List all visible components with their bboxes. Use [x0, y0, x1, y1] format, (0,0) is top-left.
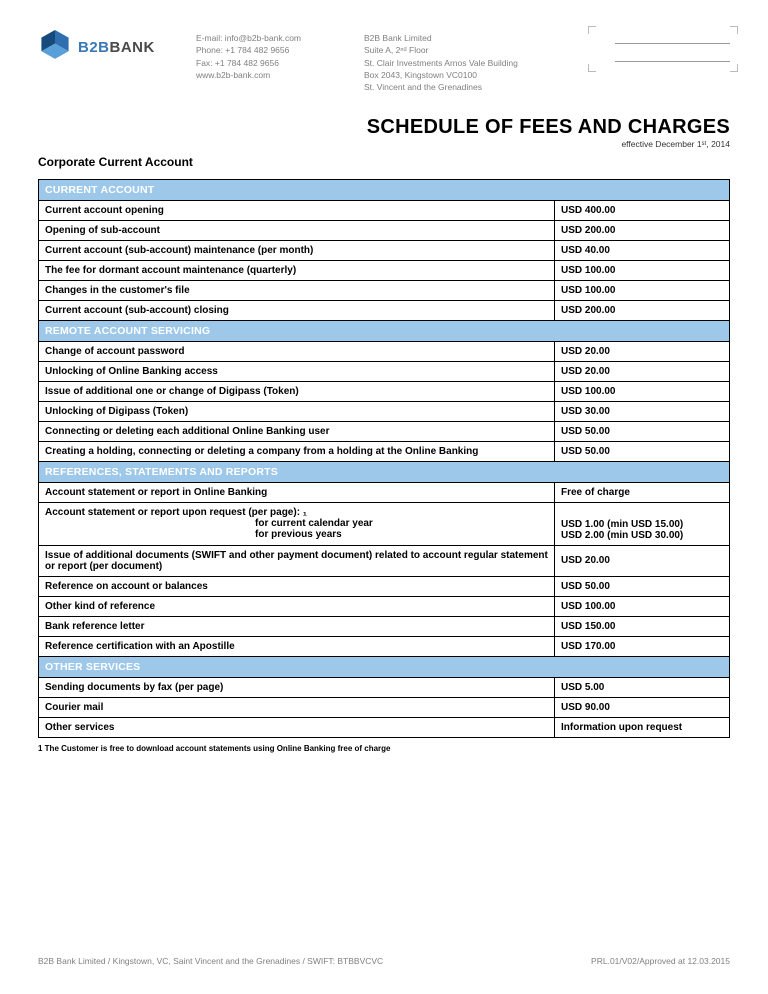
- fee-value: USD 200.00: [555, 300, 730, 320]
- fee-row: Connecting or deleting each additional O…: [39, 421, 730, 441]
- fee-value: USD 170.00: [555, 636, 730, 656]
- fee-row: Creating a holding, connecting or deleti…: [39, 441, 730, 461]
- fee-row: Opening of sub-accountUSD 200.00: [39, 220, 730, 240]
- fee-row: Current account openingUSD 400.00: [39, 200, 730, 220]
- fee-description: Creating a holding, connecting or deleti…: [39, 441, 555, 461]
- logo-block: B2BBANK: [38, 28, 178, 66]
- fee-row: Issue of additional one or change of Dig…: [39, 381, 730, 401]
- fee-description: Changes in the customer's file: [39, 280, 555, 300]
- fee-value: USD 100.00: [555, 596, 730, 616]
- address-line: St. Clair Investments Arnos Vale Buildin…: [364, 57, 564, 69]
- address-line: St. Vincent and the Grenadines: [364, 81, 564, 93]
- footer-right: PRL.01/V02/Approved at 12.03.2015: [591, 956, 730, 966]
- fee-value: USD 150.00: [555, 616, 730, 636]
- contact-phone: Phone: +1 784 482 9656: [196, 44, 346, 56]
- fee-description: Change of account password: [39, 341, 555, 361]
- fee-row: Account statement or report upon request…: [39, 502, 730, 545]
- fee-value: USD 100.00: [555, 280, 730, 300]
- fee-description: Current account opening: [39, 200, 555, 220]
- fee-description: Account statement or report in Online Ba…: [39, 482, 555, 502]
- address-line: Suite A, 2ⁿᵈ Floor: [364, 44, 564, 56]
- fee-description: Current account (sub-account) closing: [39, 300, 555, 320]
- fee-row: Other servicesInformation upon request: [39, 717, 730, 737]
- fee-description: Issue of additional one or change of Dig…: [39, 381, 555, 401]
- fee-description: Account statement or report upon request…: [39, 502, 555, 545]
- fee-description: Connecting or deleting each additional O…: [39, 421, 555, 441]
- fee-row: Courier mailUSD 90.00: [39, 697, 730, 717]
- fee-row: Reference on account or balancesUSD 50.0…: [39, 576, 730, 596]
- page-footer: B2B Bank Limited / Kingstown, VC, Saint …: [38, 956, 730, 966]
- signature-crop-marks: [588, 26, 738, 72]
- contact-web: www.b2b-bank.com: [196, 69, 346, 81]
- fee-description: Unlocking of Online Banking access: [39, 361, 555, 381]
- fee-description: Current account (sub-account) maintenanc…: [39, 240, 555, 260]
- address-line: B2B Bank Limited: [364, 32, 564, 44]
- fee-row: Unlocking of Digipass (Token)USD 30.00: [39, 401, 730, 421]
- fee-value: USD 50.00: [555, 441, 730, 461]
- fee-row: Unlocking of Online Banking accessUSD 20…: [39, 361, 730, 381]
- page-title: SCHEDULE OF FEES AND CHARGES: [38, 116, 730, 139]
- fee-value: USD 30.00: [555, 401, 730, 421]
- fee-description: Unlocking of Digipass (Token): [39, 401, 555, 421]
- fee-row: Issue of additional documents (SWIFT and…: [39, 545, 730, 576]
- section-header: OTHER SERVICES: [39, 656, 730, 677]
- fee-row: Sending documents by fax (per page)USD 5…: [39, 677, 730, 697]
- effective-date: effective December 1ˢᵗ, 2014: [38, 139, 730, 149]
- fee-value: USD 20.00: [555, 341, 730, 361]
- fee-value: USD 50.00: [555, 576, 730, 596]
- fee-value: USD 5.00: [555, 677, 730, 697]
- fee-description: Other services: [39, 717, 555, 737]
- fee-value: USD 90.00: [555, 697, 730, 717]
- fee-description: Reference certification with an Apostill…: [39, 636, 555, 656]
- fee-value: Information upon request: [555, 717, 730, 737]
- fee-row: Changes in the customer's fileUSD 100.00: [39, 280, 730, 300]
- section-header: REFERENCES, STATEMENTS AND REPORTS: [39, 461, 730, 482]
- fee-description: Bank reference letter: [39, 616, 555, 636]
- fee-value: USD 100.00: [555, 381, 730, 401]
- address-line: Box 2043, Kingstown VC0100: [364, 69, 564, 81]
- fee-row: Reference certification with an Apostill…: [39, 636, 730, 656]
- fee-value: USD 20.00: [555, 361, 730, 381]
- fee-row: Change of account passwordUSD 20.00: [39, 341, 730, 361]
- footer-left: B2B Bank Limited / Kingstown, VC, Saint …: [38, 956, 383, 966]
- contact-email: E-mail: info@b2b-bank.com: [196, 32, 346, 44]
- title-block: SCHEDULE OF FEES AND CHARGES effective D…: [38, 116, 730, 149]
- fee-description: Reference on account or balances: [39, 576, 555, 596]
- logo-text: B2BBANK: [78, 40, 155, 55]
- fee-description: Issue of additional documents (SWIFT and…: [39, 545, 555, 576]
- fee-row: Account statement or report in Online Ba…: [39, 482, 730, 502]
- contact-info: E-mail: info@b2b-bank.com Phone: +1 784 …: [196, 28, 346, 81]
- fee-value: USD 100.00: [555, 260, 730, 280]
- fee-row: Other kind of referenceUSD 100.00: [39, 596, 730, 616]
- fees-table: CURRENT ACCOUNTCurrent account openingUS…: [38, 179, 730, 738]
- fee-row: Current account (sub-account) maintenanc…: [39, 240, 730, 260]
- fee-description: The fee for dormant account maintenance …: [39, 260, 555, 280]
- section-header: REMOTE ACCOUNT SERVICING: [39, 320, 730, 341]
- contact-fax: Fax: +1 784 482 9656: [196, 57, 346, 69]
- fee-description: Sending documents by fax (per page): [39, 677, 555, 697]
- fee-description: Other kind of reference: [39, 596, 555, 616]
- fee-value: USD 50.00: [555, 421, 730, 441]
- fee-value: USD 20.00: [555, 545, 730, 576]
- account-type-subtitle: Corporate Current Account: [38, 155, 730, 169]
- fee-value: USD 400.00: [555, 200, 730, 220]
- fee-row: Bank reference letterUSD 150.00: [39, 616, 730, 636]
- fee-value: USD 40.00: [555, 240, 730, 260]
- address-info: B2B Bank Limited Suite A, 2ⁿᵈ Floor St. …: [364, 28, 564, 94]
- fee-value: Free of charge: [555, 482, 730, 502]
- section-header: CURRENT ACCOUNT: [39, 179, 730, 200]
- fee-value: USD 200.00: [555, 220, 730, 240]
- fee-row: Current account (sub-account) closingUSD…: [39, 300, 730, 320]
- fee-row: The fee for dormant account maintenance …: [39, 260, 730, 280]
- fee-description: Courier mail: [39, 697, 555, 717]
- bank-logo-icon: [38, 28, 72, 66]
- footnote: 1 The Customer is free to download accou…: [38, 744, 730, 753]
- fee-description: Opening of sub-account: [39, 220, 555, 240]
- fee-value: USD 1.00 (min USD 15.00)USD 2.00 (min US…: [555, 502, 730, 545]
